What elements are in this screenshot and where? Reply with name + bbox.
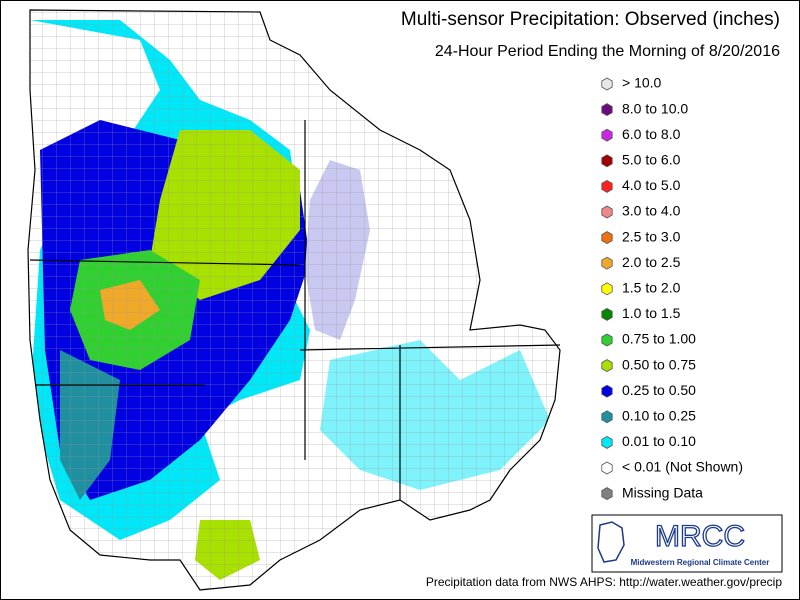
- legend-label: 0.10 to 0.25: [622, 408, 696, 424]
- legend-swatch: [601, 231, 613, 245]
- legend-label: 5.0 to 6.0: [622, 152, 681, 168]
- legend-label: 6.0 to 8.0: [622, 126, 681, 142]
- map: [28, 10, 560, 590]
- legend-swatch: [601, 77, 613, 91]
- legend-swatch: [601, 179, 613, 193]
- legend-label: 0.50 to 0.75: [622, 356, 696, 372]
- logo-name: MRCC: [655, 520, 745, 553]
- legend-label: 0.75 to 1.00: [622, 331, 696, 347]
- legend-swatch: [601, 282, 613, 296]
- legend-label: < 0.01 (Not Shown): [622, 459, 743, 475]
- legend-swatch: [601, 205, 613, 219]
- state-borders: [29, 120, 561, 500]
- legend-swatch: [601, 256, 613, 270]
- logo: MRCC Midwestern Regional Climate Center: [591, 514, 783, 573]
- logo-subtitle: Midwestern Regional Climate Center: [631, 558, 770, 567]
- legend-swatch: [601, 128, 613, 142]
- legend-label: 2.5 to 3.0: [622, 228, 681, 244]
- logo-icon: [597, 521, 625, 563]
- legend-swatch: [601, 435, 613, 449]
- legend-swatch: [601, 461, 613, 475]
- legend-swatch: [601, 487, 613, 501]
- subtitle: 24-Hour Period Ending the Morning of 8/2…: [435, 43, 780, 60]
- legend: > 10.0 8.0 to 10.0 6.0 to 8.0 5.0 to 6.0 4.0…: [601, 75, 743, 501]
- legend-label: Missing Data: [622, 484, 703, 500]
- title: Multi-sensor Precipitation: Observed (in…: [401, 9, 780, 30]
- legend-label: 1.0 to 1.5: [622, 305, 681, 321]
- legend-label: 4.0 to 5.0: [622, 177, 681, 193]
- legend-swatch: [601, 103, 613, 117]
- legend-swatch: [601, 410, 613, 424]
- legend-label: 0.25 to 0.50: [622, 382, 696, 398]
- legend-label: 2.0 to 2.5: [622, 254, 681, 270]
- legend-label: 3.0 to 4.0: [622, 203, 681, 219]
- legend-swatch: [601, 307, 613, 321]
- legend-swatch: [601, 359, 613, 373]
- footer: Precipitation data from NWS AHPS: http:/…: [426, 575, 782, 589]
- region-outline: [27, 9, 561, 591]
- legend-swatch: [601, 333, 613, 347]
- legend-swatch: [601, 384, 613, 398]
- legend-label: 8.0 to 10.0: [622, 100, 688, 116]
- legend-label: > 10.0: [622, 75, 662, 91]
- legend-label: 0.01 to 0.10: [622, 433, 696, 449]
- legend-swatch: [601, 154, 613, 168]
- legend-label: 1.5 to 2.0: [622, 280, 681, 296]
